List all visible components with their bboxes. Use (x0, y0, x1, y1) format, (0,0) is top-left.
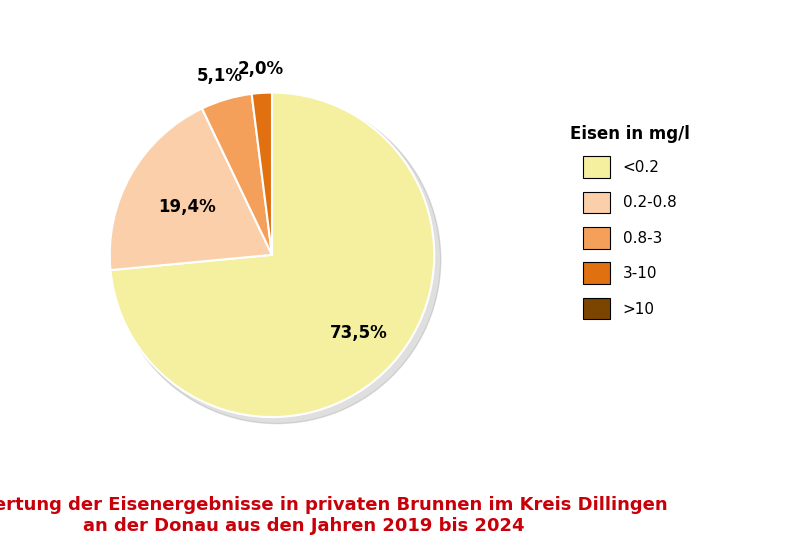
Wedge shape (202, 94, 272, 255)
Wedge shape (110, 93, 434, 417)
Text: 5,1%: 5,1% (196, 67, 242, 85)
Ellipse shape (113, 96, 441, 424)
Wedge shape (110, 109, 272, 270)
Text: Auswertung der Eisenergebnisse in privaten Brunnen im Kreis Dillingen
an der Don: Auswertung der Eisenergebnisse in privat… (0, 496, 668, 535)
Text: 73,5%: 73,5% (330, 325, 387, 342)
Wedge shape (252, 93, 272, 255)
Text: 2,0%: 2,0% (238, 60, 283, 78)
Text: 19,4%: 19,4% (158, 198, 216, 216)
Legend: <0.2, 0.2-0.8, 0.8-3, 3-10, >10: <0.2, 0.2-0.8, 0.8-3, 3-10, >10 (564, 119, 696, 326)
